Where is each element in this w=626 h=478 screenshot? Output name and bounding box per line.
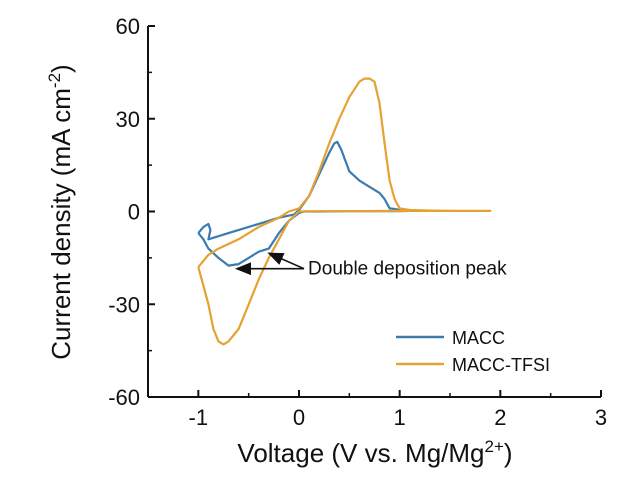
legend-label: MACC-TFSI	[452, 355, 550, 375]
y-tick-label: 0	[128, 200, 140, 225]
x-axis-label-main: Voltage (V vs. Mg/Mg	[237, 438, 484, 468]
y-tick-label: -60	[108, 385, 140, 410]
y-tick-label: 60	[116, 14, 140, 39]
x-axis-label-sup: 2+	[485, 437, 504, 456]
y-tick-label: -30	[108, 292, 140, 317]
annotation: Double deposition peak	[234, 252, 507, 280]
y-axis-label: Current density (mA cm-2)	[45, 64, 76, 359]
x-tick-label: 1	[394, 405, 406, 430]
legend-label: MACC	[452, 328, 505, 348]
series-line-macc-tfsi	[197, 77, 492, 346]
annotation-arrow	[267, 252, 305, 270]
x-tick-label: -1	[189, 405, 209, 430]
x-tick-label: 0	[293, 405, 305, 430]
y-ticks: -60 -30 0 30 60	[108, 14, 155, 410]
annotation-text: Double deposition peak	[308, 259, 507, 280]
x-axis-label: Voltage (V vs. Mg/Mg2+)	[237, 437, 512, 468]
y-axis-label-sup: -2	[45, 73, 64, 88]
x-axis-label-end: )	[504, 438, 513, 468]
legend: MACC MACC-TFSI	[396, 328, 550, 375]
y-axis-label-end: )	[46, 64, 76, 73]
x-ticks: -1 0 1 2 3	[147, 390, 607, 430]
y-tick-label: 30	[116, 107, 140, 132]
y-axis-label-main: Current density (mA cm	[46, 88, 76, 360]
series-group	[197, 77, 492, 346]
series-line-macc	[197, 140, 431, 267]
x-tick-label: 3	[595, 405, 607, 430]
x-tick-label: 2	[494, 405, 506, 430]
